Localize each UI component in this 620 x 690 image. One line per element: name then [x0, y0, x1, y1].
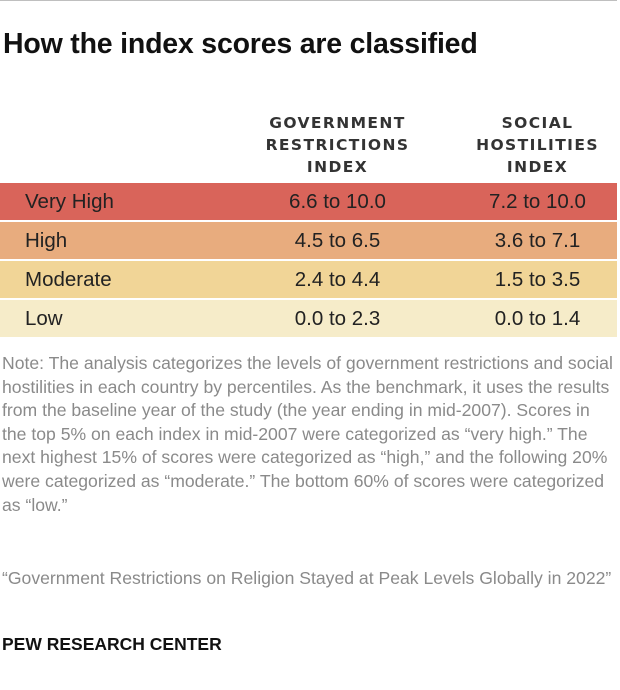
social-hostilities-range: 3.6 to 7.1 — [494, 229, 581, 252]
column-header-government-restrictions: GOVERNMENT RESTRICTIONS INDEX — [255, 112, 420, 178]
government-restrictions-range: 6.6 to 10.0 — [289, 190, 386, 213]
government-restrictions-range: 0.0 to 2.3 — [294, 307, 381, 330]
source-citation: “Government Restrictions on Religion Sta… — [2, 568, 612, 588]
government-restrictions-range: 2.4 to 4.4 — [294, 268, 381, 291]
social-hostilities-range: 1.5 to 3.5 — [494, 268, 581, 291]
top-divider — [0, 0, 617, 1]
table-row-low: Low 0.0 to 2.3 0.0 to 1.4 — [0, 300, 617, 337]
social-hostilities-range: 0.0 to 1.4 — [494, 307, 581, 330]
column-header-social-hostilities: SOCIAL HOSTILITIES INDEX — [455, 112, 620, 178]
row-label: Low — [25, 307, 63, 330]
methodology-note: Note: The analysis categorizes the level… — [2, 352, 614, 517]
government-restrictions-range: 4.5 to 6.5 — [294, 229, 381, 252]
row-label: Very High — [25, 190, 114, 213]
table-row-very-high: Very High 6.6 to 10.0 7.2 to 10.0 — [0, 183, 617, 220]
table-row-moderate: Moderate 2.4 to 4.4 1.5 to 3.5 — [0, 261, 617, 298]
social-hostilities-range: 7.2 to 10.0 — [489, 190, 586, 213]
column-header-line: INDEX — [506, 158, 569, 176]
column-header-line: SOCIAL — [501, 114, 574, 132]
column-header-line: INDEX — [306, 158, 369, 176]
page-title: How the index scores are classified — [3, 28, 478, 60]
column-header-line: GOVERNMENT — [269, 114, 406, 132]
brand-logo-text: PEW RESEARCH CENTER — [2, 634, 222, 654]
column-header-line: HOSTILITIES — [476, 136, 599, 154]
note-text: Note: The analysis categorizes the level… — [2, 353, 613, 515]
column-header-line: RESTRICTIONS — [265, 136, 410, 154]
table-row-high: High 4.5 to 6.5 3.6 to 7.1 — [0, 222, 617, 259]
row-label: Moderate — [25, 268, 112, 291]
row-label: High — [25, 229, 68, 252]
